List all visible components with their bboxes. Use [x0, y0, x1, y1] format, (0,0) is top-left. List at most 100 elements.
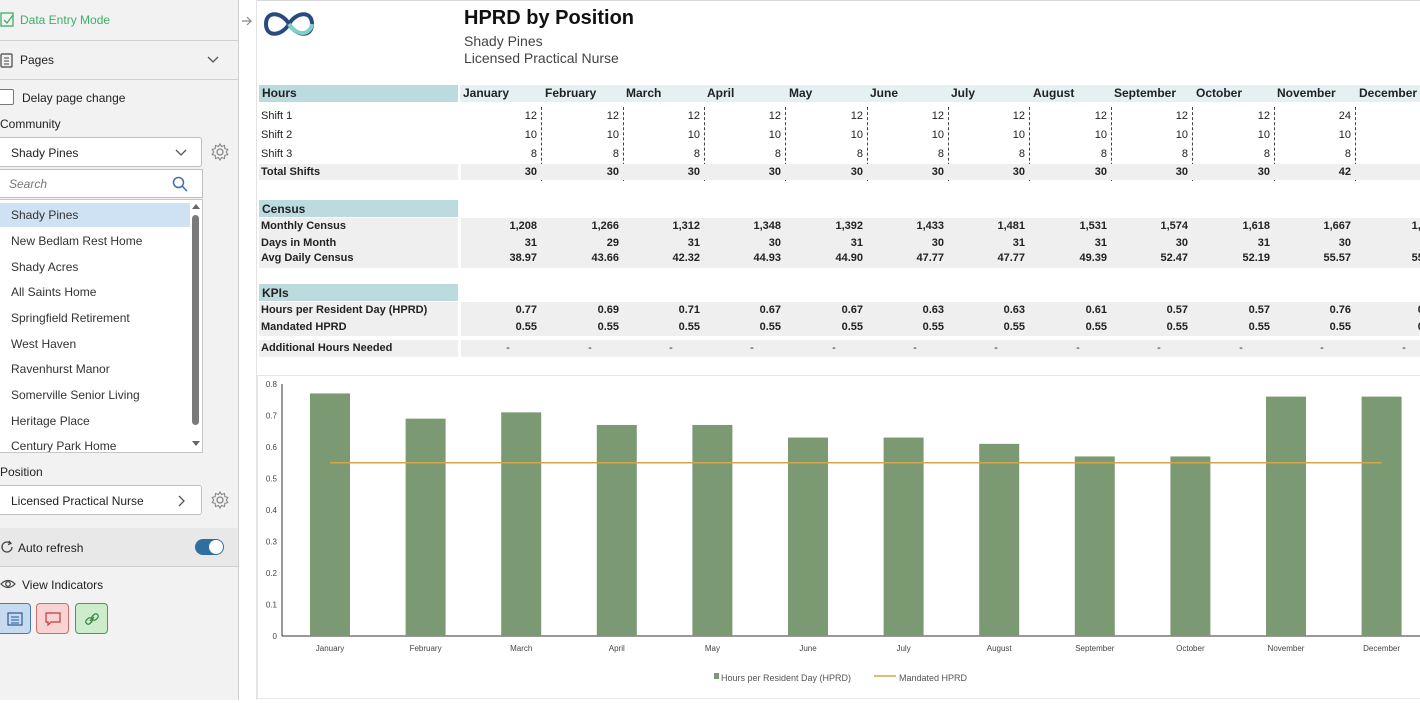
pages-row[interactable]: Pages: [0, 41, 238, 79]
row-label: Hours per Resident Day (HPRD): [261, 304, 428, 316]
table-cell[interactable]: 8: [1181, 148, 1188, 160]
position-dropdown[interactable]: Licensed Practical Nurse: [0, 485, 202, 515]
table-cell: 0.5: [1355, 321, 1420, 333]
table-cell[interactable]: 12: [1175, 110, 1188, 122]
table-cell: 30: [1257, 166, 1270, 178]
position-value: Licensed Practical Nurse: [11, 494, 144, 508]
table-cell: 31: [1012, 237, 1025, 249]
table-cell[interactable]: 10: [1012, 129, 1025, 141]
table-cell[interactable]: 8: [774, 148, 781, 160]
table-cell[interactable]: 8: [530, 148, 537, 160]
x-tick-label: October: [1176, 644, 1205, 653]
pages-label: Pages: [20, 53, 55, 67]
table-cell[interactable]: 12: [850, 110, 863, 122]
auto-refresh-row: Auto refresh: [0, 528, 238, 566]
table-cell[interactable]: 10: [1257, 129, 1270, 141]
list-item[interactable]: Shady Pines: [0, 203, 190, 227]
table-cell[interactable]: 12: [524, 110, 537, 122]
cell-separator: [785, 107, 786, 181]
list-item[interactable]: Springfield Retirement: [11, 311, 130, 325]
row-label: Shift 1: [261, 110, 293, 122]
table-cell: 0.63: [922, 304, 944, 316]
kpis-header-band: [259, 284, 458, 301]
table-cell[interactable]: 12: [931, 110, 944, 122]
table-cell[interactable]: 12: [1012, 110, 1025, 122]
table-cell: 1,208: [509, 220, 537, 232]
chevron-down-icon[interactable]: [207, 56, 219, 64]
notes-indicator-button[interactable]: [0, 603, 31, 634]
chevron-right-icon: [178, 495, 185, 507]
table-cell[interactable]: 12: [1094, 110, 1107, 122]
list-item[interactable]: Shady Acres: [11, 260, 79, 274]
comments-indicator-button[interactable]: [36, 603, 69, 634]
report-subtitle-community: Shady Pines: [464, 33, 543, 49]
data-entry-mode-label: Data Entry Mode: [20, 13, 111, 27]
table-cell[interactable]: 10: [687, 129, 700, 141]
table-cell[interactable]: 12: [1257, 110, 1270, 122]
table-cell: 1,531: [1079, 220, 1107, 232]
row-label: Shift 3: [261, 148, 293, 160]
table-cell[interactable]: 10: [606, 129, 619, 141]
bar: [310, 393, 350, 636]
table-cell[interactable]: 8: [1344, 148, 1351, 160]
table-cell[interactable]: 8: [612, 148, 619, 160]
auto-refresh-toggle[interactable]: [195, 539, 224, 555]
table-cell[interactable]: 8: [1018, 148, 1025, 160]
table-cell[interactable]: 10: [768, 129, 781, 141]
kpis-label-bg: [259, 302, 458, 336]
list-item[interactable]: Ravenhurst Manor: [11, 362, 110, 376]
scroll-down-icon[interactable]: [192, 440, 200, 447]
list-scrollbar[interactable]: [192, 215, 199, 425]
bar: [405, 418, 446, 636]
table-cell: 0.7: [1355, 304, 1420, 316]
table-cell[interactable]: 8: [856, 148, 863, 160]
table-cell[interactable]: 10: [931, 129, 944, 141]
list-item[interactable]: West Haven: [11, 337, 77, 351]
table-cell[interactable]: 12: [606, 110, 619, 122]
pages-icon: [0, 53, 13, 68]
table-cell: 1,348: [753, 220, 781, 232]
table-cell: 30: [606, 166, 619, 178]
table-cell: 38.97: [509, 252, 537, 264]
cell-separator: [948, 107, 949, 181]
bar: [788, 437, 828, 636]
table-cell[interactable]: 10: [850, 129, 863, 141]
scroll-up-icon[interactable]: [192, 203, 200, 210]
arrow-right-icon[interactable]: [241, 15, 253, 27]
month-header: June: [870, 86, 899, 100]
list-item[interactable]: All Saints Home: [11, 285, 97, 299]
table-cell[interactable]: 8: [1100, 148, 1107, 160]
list-item[interactable]: Heritage Place: [11, 414, 90, 428]
table-cell: 52.47: [1160, 252, 1188, 264]
community-dropdown[interactable]: Shady Pines: [0, 137, 202, 167]
month-header: July: [951, 86, 976, 100]
table-cell[interactable]: 10: [1175, 129, 1188, 141]
bar: [501, 412, 542, 636]
data-entry-mode-row[interactable]: Data Entry Mode: [0, 0, 238, 40]
table-cell[interactable]: 10: [1094, 129, 1107, 141]
community-gear-icon[interactable]: [210, 142, 230, 162]
y-tick-label: 0.4: [266, 506, 278, 515]
table-cell[interactable]: 12: [768, 110, 781, 122]
links-indicator-button[interactable]: [75, 603, 108, 634]
list-item[interactable]: New Bedlam Rest Home: [11, 234, 143, 248]
table-cell[interactable]: 12: [687, 110, 700, 122]
delay-checkbox[interactable]: [0, 89, 14, 105]
table-cell[interactable]: 8: [693, 148, 700, 160]
table-cell[interactable]: 8: [937, 148, 944, 160]
table-cell: 30: [1094, 166, 1107, 178]
table-cell[interactable]: 10: [524, 129, 537, 141]
search-icon[interactable]: [172, 176, 188, 192]
legend-bar-label: Hours per Resident Day (HPRD): [721, 673, 851, 683]
position-gear-icon[interactable]: [210, 490, 230, 510]
table-cell[interactable]: 8: [1263, 148, 1270, 160]
list-item[interactable]: Somerville Senior Living: [11, 388, 140, 402]
cell-separator: [1355, 107, 1356, 181]
table-cell[interactable]: 10: [1338, 129, 1351, 141]
list-item[interactable]: Century Park Home: [11, 439, 117, 453]
table-cell: 1,667: [1323, 220, 1351, 232]
community-label: Community: [0, 117, 61, 131]
table-cell[interactable]: 24: [1338, 110, 1351, 122]
month-header: October: [1196, 86, 1243, 100]
search-input[interactable]: Search: [0, 169, 203, 198]
